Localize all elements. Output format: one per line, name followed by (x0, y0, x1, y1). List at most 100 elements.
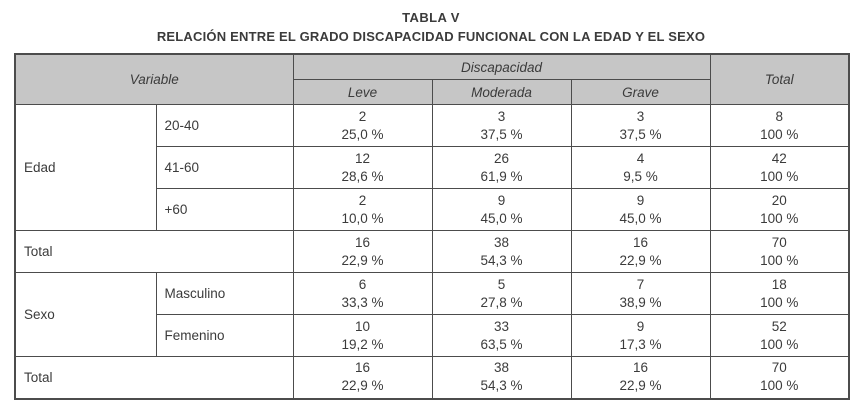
count-value: 9 (497, 192, 506, 208)
data-cell: 2 25,0 % (292, 104, 433, 147)
percent-value: 100 % (760, 378, 799, 394)
percent-value: 19,2 % (341, 336, 384, 352)
table-title: TABLA V (402, 10, 460, 25)
count-value: 16 (354, 234, 371, 250)
header-grave: Grave (570, 79, 711, 105)
count-value: 26 (493, 150, 510, 166)
count-value: 6 (358, 276, 367, 292)
percent-value: 61,9 % (480, 168, 523, 184)
percent-value: 45,0 % (619, 210, 662, 226)
data-cell: 2 10,0 % (292, 188, 433, 231)
header-moderada: Moderada (431, 79, 572, 105)
count-value: 10 (354, 318, 371, 334)
percent-value: 37,5 % (480, 126, 523, 142)
count-value: 20 (771, 192, 787, 208)
count-value: 4 (636, 150, 645, 166)
percent-value: 100 % (760, 252, 799, 268)
count-value: 16 (632, 234, 649, 250)
row-label: Femenino (155, 314, 294, 357)
header-row-2: Leve Moderada Grave (15, 79, 849, 105)
table-row-total-edad: Total 16 22,9 % 38 54,3 % 16 22,9 % 70 1… (14, 230, 850, 273)
data-cell: 9 17,3 % (570, 314, 711, 357)
count-value: 16 (632, 360, 649, 376)
count-value: 2 (358, 108, 367, 124)
total-cell: 8 100 % (709, 104, 850, 147)
total-cell: 42 100 % (709, 146, 850, 189)
total-cell: 70 100 % (709, 356, 850, 399)
percent-value: 100 % (760, 336, 799, 352)
count-value: 38 (493, 360, 510, 376)
percent-value: 22,9 % (341, 378, 384, 394)
table-body: Edad 20-40 2 25,0 % 3 37,5 % 3 37,5 % 8 … (14, 104, 850, 399)
table-header: Variable Discapacidad Total Leve Moderad… (14, 53, 850, 105)
count-value: 3 (636, 108, 645, 124)
percent-value: 25,0 % (341, 126, 384, 142)
count-value: 7 (636, 276, 645, 292)
data-cell: 7 38,9 % (570, 272, 711, 315)
count-value: 5 (497, 276, 506, 292)
total-cell: 52 100 % (709, 314, 850, 357)
count-value: 70 (771, 234, 787, 250)
row-label: +60 (155, 188, 294, 231)
data-cell: 10 19,2 % (292, 314, 433, 357)
data-table: Variable Discapacidad Total Leve Moderad… (14, 53, 850, 400)
total-cell: 70 100 % (709, 230, 850, 273)
data-cell: 16 22,9 % (292, 356, 433, 399)
data-cell: 9 45,0 % (431, 188, 572, 231)
percent-value: 54,3 % (480, 252, 523, 268)
percent-value: 100 % (760, 126, 799, 142)
data-cell: 3 37,5 % (431, 104, 572, 147)
data-cell: 6 33,3 % (292, 272, 433, 315)
percent-value: 100 % (760, 168, 799, 184)
count-value: 12 (354, 150, 371, 166)
percent-value: 22,9 % (341, 252, 384, 268)
data-cell: 26 61,9 % (431, 146, 572, 189)
percent-value: 100 % (760, 210, 799, 226)
count-value: 3 (497, 108, 506, 124)
data-cell: 4 9,5 % (570, 146, 711, 189)
group-label-sexo: Sexo (14, 272, 157, 357)
percent-value: 22,9 % (619, 252, 662, 268)
data-cell: 9 45,0 % (570, 188, 711, 231)
percent-value: 33,3 % (341, 294, 384, 310)
percent-value: 9,5 % (623, 168, 658, 184)
percent-value: 27,8 % (480, 294, 523, 310)
count-value: 9 (636, 192, 645, 208)
data-cell: 33 63,5 % (431, 314, 572, 357)
percent-value: 10,0 % (341, 210, 384, 226)
percent-value: 38,9 % (619, 294, 662, 310)
percent-value: 45,0 % (480, 210, 523, 226)
header-row-1: Variable Discapacidad Total (14, 53, 850, 105)
row-label: 41-60 (155, 146, 294, 189)
percent-value: 100 % (760, 294, 799, 310)
data-cell: 16 22,9 % (570, 230, 711, 273)
table-subtitle: RELACIÓN ENTRE EL GRADO DISCAPACIDAD FUN… (156, 29, 706, 44)
data-cell: 5 27,8 % (431, 272, 572, 315)
count-value: 18 (771, 276, 787, 292)
count-value: 9 (636, 318, 645, 334)
total-cell: 20 100 % (709, 188, 850, 231)
percent-value: 63,5 % (480, 336, 523, 352)
header-discapacidad: Discapacidad (292, 53, 711, 80)
data-cell: 38 54,3 % (431, 356, 572, 399)
count-value: 52 (771, 318, 787, 334)
count-value: 2 (358, 192, 367, 208)
row-label: Masculino (155, 272, 294, 315)
percent-value: 54,3 % (480, 378, 523, 394)
percent-value: 28,6 % (341, 168, 384, 184)
count-value: 70 (771, 360, 787, 376)
data-cell: 16 22,9 % (292, 230, 433, 273)
table-row-edad-60plus: +60 2 10,0 % 9 45,0 % 9 45,0 % 20 100 % (15, 188, 850, 231)
count-value: 8 (775, 108, 783, 124)
row-label: 20-40 (155, 104, 294, 147)
table-row-edad-20-40: Edad 20-40 2 25,0 % 3 37,5 % 3 37,5 % 8 … (14, 104, 850, 231)
data-cell: 12 28,6 % (292, 146, 433, 189)
count-value: 38 (493, 234, 510, 250)
header-variable: Variable (14, 53, 294, 105)
table-row-sexo-masculino: Sexo Masculino 6 33,3 % 5 27,8 % 7 38,9 … (14, 272, 850, 357)
total-row-label: Total (14, 356, 294, 399)
count-value: 42 (771, 150, 787, 166)
percent-value: 17,3 % (619, 336, 662, 352)
header-leve: Leve (292, 79, 433, 105)
